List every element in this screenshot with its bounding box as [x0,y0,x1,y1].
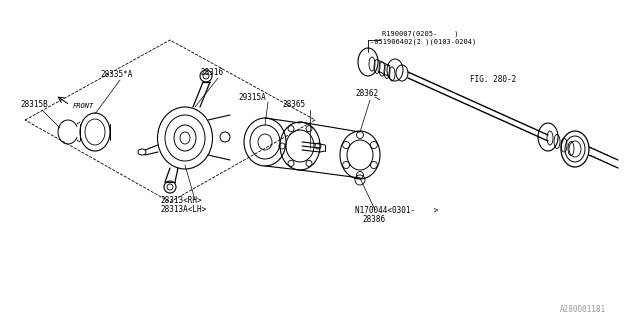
Text: N170044<0301-    >: N170044<0301- > [355,206,438,215]
Text: 28313A<LH>: 28313A<LH> [160,205,206,214]
Text: -051906402(2 )(0103-0204): -051906402(2 )(0103-0204) [370,38,476,44]
Text: 28386: 28386 [362,215,385,224]
Text: FRONT: FRONT [73,103,94,109]
Text: 28365: 28365 [282,100,305,109]
Text: 28335*A: 28335*A [100,70,132,79]
Text: 28316: 28316 [200,68,223,77]
Text: FIG. 280-2: FIG. 280-2 [470,75,516,84]
Text: 28315B: 28315B [20,100,48,109]
Text: R190007(0205-    ): R190007(0205- ) [382,30,458,36]
Text: 29315A: 29315A [238,93,266,102]
Text: 28313<RH>: 28313<RH> [160,196,202,205]
Text: A280001181: A280001181 [560,305,606,314]
Text: 28362: 28362 [355,89,378,98]
